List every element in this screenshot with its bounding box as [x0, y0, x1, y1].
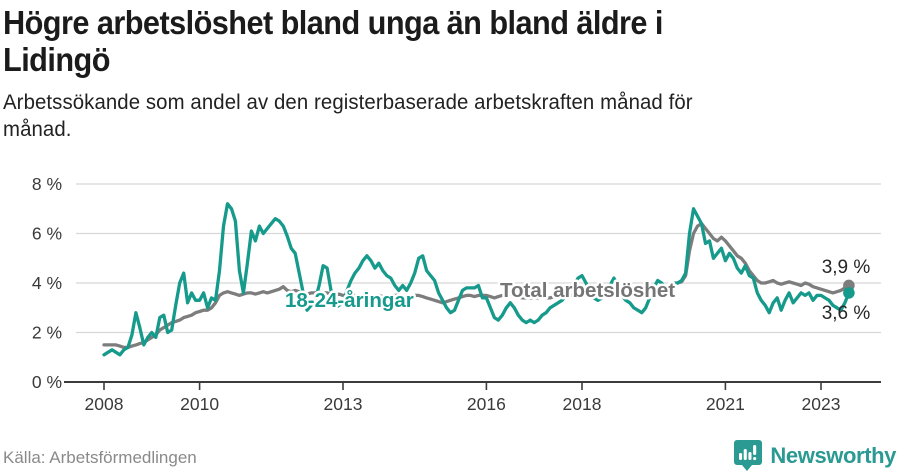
source-credit: Källa: Arbetsförmedlingen [3, 448, 197, 467]
y-axis-tick-label: 8 % [32, 174, 62, 194]
newsworthy-wordmark: Newsworthy [770, 442, 896, 468]
x-axis-tick-label: 2008 [85, 394, 124, 414]
series-label-youth: 18-24-åringar [285, 289, 414, 312]
end-value-label-total: 3,9 % [822, 257, 871, 278]
bar-chart-speech-bubble-icon [734, 440, 763, 471]
chart-footer: Källa: Arbetsförmedlingen Newsworthy [0, 438, 900, 474]
x-axis-tick-label: 2016 [467, 394, 506, 414]
title-line-1: Högre arbetslöshet bland unga än bland ä… [3, 4, 663, 41]
y-axis-tick-label: 2 % [32, 323, 62, 343]
x-axis-tick-label: 2018 [563, 394, 602, 414]
end-dot-youth [843, 287, 855, 299]
series-line-total [102, 221, 851, 350]
chart-header: Högre arbetslöshet bland unga än bland ä… [3, 4, 863, 144]
end-value-label-youth: 3,6 % [822, 303, 871, 324]
x-axis-tick-label: 2013 [324, 394, 363, 414]
y-axis-tick-label: 6 % [32, 224, 62, 244]
y-axis-tick-label: 4 % [32, 273, 62, 293]
series-label-total: Total arbetslöshet [500, 279, 675, 302]
x-axis-tick-label: 2010 [180, 394, 219, 414]
newsworthy-logo: Newsworthy [734, 440, 896, 471]
subtitle-line-2: månad. [3, 118, 72, 142]
page-title: Högre arbetslöshet bland unga än bland ä… [3, 4, 803, 79]
title-line-2: Lidingö [3, 41, 110, 79]
subtitle-line-1: Arbetssökande som andel av den registerb… [3, 90, 693, 114]
chart-subtitle: Arbetssökande som andel av den registerb… [3, 89, 837, 144]
x-axis-tick-label: 2023 [802, 394, 841, 414]
x-axis-tick-label: 2021 [706, 394, 745, 414]
series-line-youth [102, 202, 851, 357]
y-axis-tick-label: 0 % [32, 372, 62, 392]
